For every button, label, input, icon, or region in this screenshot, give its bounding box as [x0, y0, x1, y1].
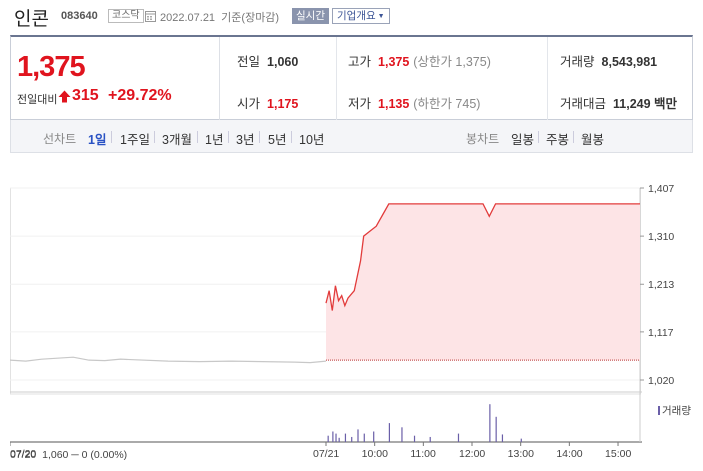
- volume-bar: [332, 431, 334, 442]
- volume-legend-swatch: [658, 406, 660, 415]
- volume-bar: [495, 416, 497, 442]
- change-label: 전일대비: [17, 94, 58, 106]
- stock-code: 083640: [61, 10, 98, 22]
- y-tick-label: 1,407: [648, 183, 674, 195]
- market-badge: 코스닥: [108, 9, 144, 23]
- volume-value: 8,543,981: [601, 55, 658, 69]
- volume-bar: [351, 436, 353, 442]
- amount-value: 11,249 백만: [613, 97, 678, 111]
- x-tick-label: 07/21: [313, 448, 339, 460]
- volume: 거래량 8,543,981: [560, 51, 657, 70]
- period-3y[interactable]: 3년: [236, 133, 255, 147]
- change-value: 315: [72, 87, 99, 104]
- chart-period-bar: 선차트 1일 1주일 3개월 1년 3년 5년 10년 봉차트 일봉 주봉 월봉: [10, 120, 693, 153]
- open-label: 시가: [237, 97, 261, 111]
- divider: [547, 37, 548, 120]
- corp-overview-label: 기업개요: [337, 10, 376, 22]
- upper-limit-text: (상한가 1,375): [413, 55, 491, 69]
- prev-day-footer: 07/20 1,060 ─ 0 (0.00%): [10, 449, 127, 461]
- candle-monthly[interactable]: 월봉: [581, 133, 605, 147]
- divider: [336, 37, 337, 120]
- volume-bar: [457, 433, 460, 442]
- upper-limit-icon: [58, 90, 71, 103]
- volume-bar: [489, 404, 491, 442]
- volume-bar: [429, 436, 431, 442]
- x-tick-label: 11:00: [410, 448, 436, 460]
- price-chart-svg: 1,407 1,310 1,213 1,117 1,020 07/20 07/21 10:0…: [10, 183, 691, 461]
- candle-chart-label: 봉차트: [466, 132, 500, 146]
- separator: [538, 131, 539, 143]
- volume-bar: [401, 427, 403, 442]
- today-price-line: [325, 203, 640, 311]
- high-label: 고가: [348, 55, 372, 69]
- prev-close-value: 1,060: [267, 55, 299, 69]
- period-1y[interactable]: 1년: [205, 133, 224, 147]
- current-price-box: 1,375 전일대비 315 +29.72%: [11, 37, 220, 120]
- calendar-icon: [145, 11, 156, 22]
- x-tick-label: 15:00: [605, 448, 631, 460]
- prev-close-label: 전일: [237, 55, 261, 69]
- separator: [291, 131, 292, 143]
- separator: [259, 131, 260, 143]
- separator: [228, 131, 229, 143]
- y-tick-label: 1,117: [648, 327, 674, 339]
- period-1d[interactable]: 1일: [88, 133, 107, 147]
- open-price: 시가 1,175: [237, 93, 298, 112]
- prev-day-line: [10, 356, 327, 364]
- change-percent: +29.72%: [108, 87, 172, 104]
- x-tick-label: 14:00: [556, 448, 582, 460]
- stock-name: 인콘: [14, 8, 49, 30]
- low-value: 1,135: [378, 97, 410, 111]
- period-1w[interactable]: 1주일: [120, 133, 150, 147]
- volume-bar: [357, 429, 359, 442]
- line-chart-label: 선차트: [43, 132, 77, 146]
- amount-label: 거래대금: [560, 97, 607, 111]
- volume-legend: 거래량: [662, 405, 691, 417]
- corp-overview-button[interactable]: 기업개요 ▼: [332, 8, 390, 24]
- candle-daily[interactable]: 일봉: [511, 133, 535, 147]
- x-tick-label: 13:00: [508, 448, 534, 460]
- realtime-button[interactable]: 실시간: [292, 8, 329, 24]
- x-tick-label: 10:00: [362, 448, 388, 460]
- y-tick-label: 1,310: [648, 231, 674, 243]
- volume-bar: [388, 423, 390, 442]
- volume-bar: [363, 433, 365, 442]
- x-tick-label: 12:00: [459, 448, 485, 460]
- separator: [154, 131, 155, 143]
- volume-label: 거래량: [560, 55, 595, 69]
- price-summary: 1,375 전일대비 315 +29.72% 전일 1,060 시가 1,175 고…: [10, 35, 693, 120]
- prev-close: 전일 1,060: [237, 51, 298, 70]
- high-value: 1,375: [378, 55, 410, 69]
- volume-bar: [344, 433, 347, 442]
- date-text: 2022.07.21 기준(장마감): [160, 12, 280, 24]
- volume-bar: [327, 435, 329, 442]
- volume-bar: [338, 437, 340, 442]
- candle-weekly[interactable]: 주봉: [546, 133, 570, 147]
- period-5y[interactable]: 5년: [268, 133, 287, 147]
- separator: [111, 131, 112, 143]
- stock-header: 인콘 083640 코스닥 2022.07.21 기준(장마감) 실시간 기업개…: [0, 0, 703, 34]
- x-tick-label: 07/20: [10, 448, 36, 460]
- volume-bar: [413, 435, 416, 442]
- period-3m[interactable]: 3개월: [162, 133, 192, 147]
- period-10y[interactable]: 10년: [299, 133, 325, 147]
- volume-bar: [501, 434, 504, 442]
- high-price: 고가 1,375 (상한가 1,375): [348, 51, 491, 70]
- current-price: 1,375: [17, 51, 86, 83]
- y-tick-label: 1,213: [648, 279, 674, 291]
- volume-bar: [335, 433, 337, 442]
- price-chart: 1,407 1,310 1,213 1,117 1,020 07/20 07/21 10:0…: [10, 178, 703, 471]
- lower-limit-text: (하한가 745): [413, 97, 481, 111]
- low-price: 저가 1,135 (하한가 745): [348, 93, 480, 112]
- separator: [573, 131, 574, 143]
- chevron-down-icon: ▼: [377, 13, 385, 20]
- volume-bar: [373, 431, 375, 442]
- trade-amount: 거래대금 11,249 백만: [560, 93, 677, 112]
- y-tick-label: 1,020: [648, 375, 674, 387]
- volume-bar: [520, 438, 522, 442]
- open-value: 1,175: [267, 97, 299, 111]
- today-area: [326, 203, 640, 361]
- separator: [197, 131, 198, 143]
- low-label: 저가: [348, 97, 372, 111]
